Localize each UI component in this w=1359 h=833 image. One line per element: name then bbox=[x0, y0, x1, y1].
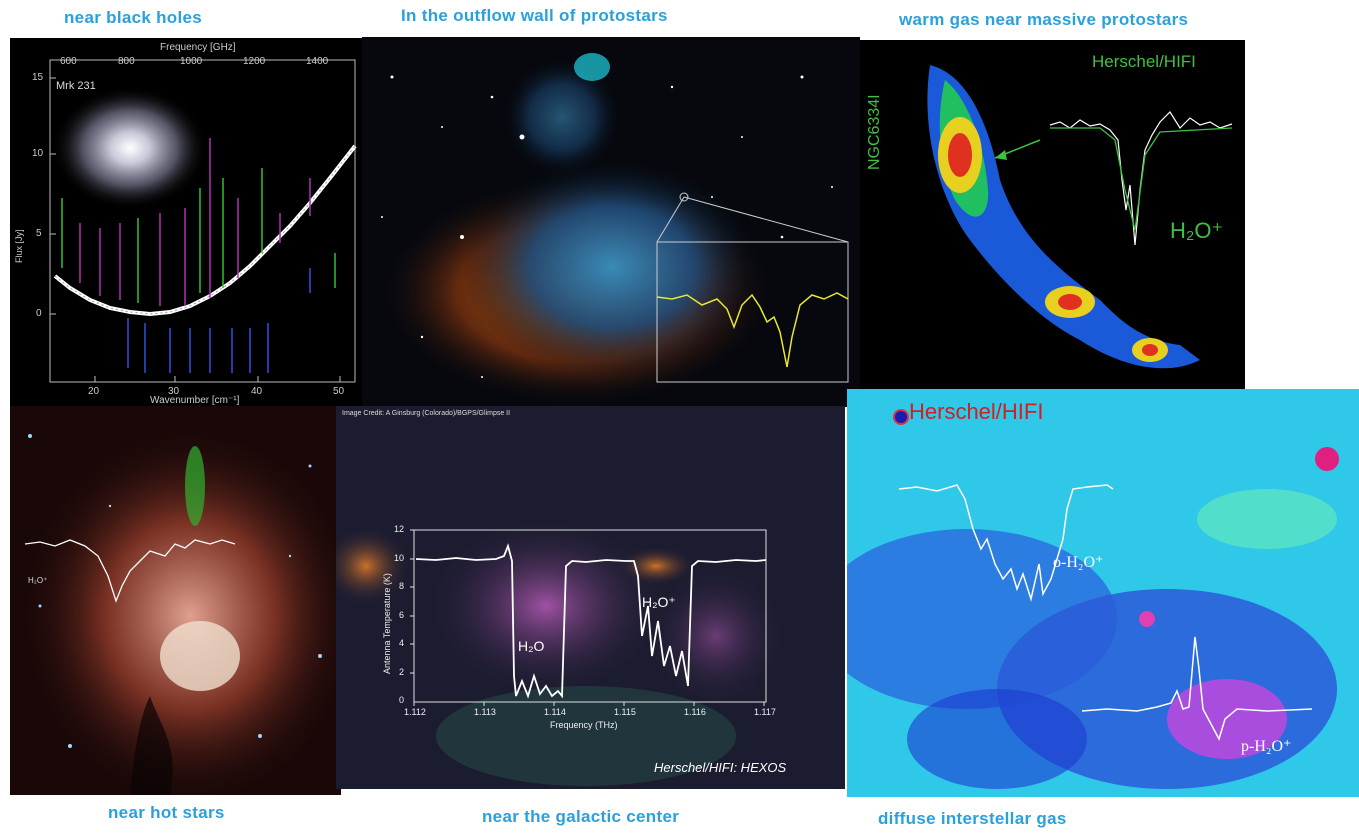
hot-stars-spectrum-line bbox=[24, 539, 236, 603]
para-spectrum-line bbox=[1081, 636, 1313, 741]
bottom-tick-40: 40 bbox=[251, 386, 263, 397]
gc-y-tick-10: 10 bbox=[394, 553, 405, 563]
nebula-image bbox=[377, 53, 849, 407]
gc-y-tick-6: 6 bbox=[399, 610, 405, 620]
ortho-spectrum-line bbox=[898, 484, 1114, 602]
caption-outflow-wall: In the outflow wall of protostars bbox=[401, 6, 668, 25]
diffuse-gas-map bbox=[847, 447, 1339, 789]
ngc6334i-map bbox=[927, 65, 1233, 369]
y-tick-5: 5 bbox=[36, 228, 42, 239]
caption-diffuse-gas: diffuse interstellar gas bbox=[878, 809, 1067, 828]
gc-y-tick-4: 4 bbox=[399, 638, 405, 648]
top-axis-label: Frequency [GHz] bbox=[160, 42, 236, 53]
h2op-label-gc: H₂O⁺ bbox=[642, 594, 676, 610]
caption-galactic-center: near the galactic center bbox=[482, 807, 680, 826]
panel-hot-stars: H₂O⁺ bbox=[10, 406, 341, 795]
galactic-center-image bbox=[336, 516, 786, 786]
hot-stars-image bbox=[20, 426, 341, 795]
caption-warm-gas: warm gas near massive protostars bbox=[899, 10, 1189, 29]
hot-stars-h2op-label: H₂O⁺ bbox=[28, 576, 48, 585]
top-tick-1400: 1400 bbox=[306, 56, 329, 67]
mrk231-label: Mrk 231 bbox=[56, 80, 96, 92]
bottom-tick-20: 20 bbox=[88, 386, 100, 397]
bottom-axis-label: Wavenumber [cm⁻¹] bbox=[150, 395, 240, 406]
h2o-label: H₂O bbox=[518, 638, 545, 654]
hexos-label: Herschel/HIFI: HEXOS bbox=[654, 760, 787, 775]
yellow-spectrum-line bbox=[656, 292, 849, 368]
bottom-tick-30: 30 bbox=[168, 386, 180, 397]
y-tick-0: 0 bbox=[36, 308, 42, 319]
red-dot-icon bbox=[893, 409, 909, 425]
bottom-tick-50: 50 bbox=[333, 386, 345, 397]
panel-black-holes: Mrk 231 Frequency [GHz] 600 800 1000 120… bbox=[10, 38, 363, 406]
y-tick-10: 10 bbox=[32, 148, 44, 159]
para-h2op-label: p-H₂O⁺ bbox=[1241, 738, 1292, 755]
y-axis-label: Flux [Jy] bbox=[14, 229, 24, 263]
gc-y-tick-8: 8 bbox=[399, 581, 405, 591]
herschel-hifi-label: Herschel/HIFI bbox=[1092, 52, 1196, 71]
h2op-spectrum-line bbox=[1049, 111, 1233, 246]
diffuse-herschel-label: Herschel/HIFI bbox=[909, 399, 1044, 424]
gc-y-axis-label: Antenna Temperature (K) bbox=[382, 573, 392, 674]
panel-galactic-center: Image Credit: A Ginsburg (Colorado)/BGPS… bbox=[336, 406, 845, 789]
top-tick-600: 600 bbox=[60, 56, 77, 67]
gc-x-axis-label: Frequency (THz) bbox=[550, 720, 618, 730]
gc-y-tick-0: 0 bbox=[399, 695, 405, 705]
gc-y-tick-12: 12 bbox=[394, 524, 405, 534]
panel-diffuse-gas: Herschel/HIFI o-H₂O⁺ p-H₂O⁺ bbox=[847, 389, 1359, 797]
panel-outflow-wall bbox=[362, 37, 860, 407]
top-tick-1200: 1200 bbox=[243, 56, 266, 67]
image-credit: Image Credit: A Ginsburg (Colorado)/BGPS… bbox=[342, 410, 511, 417]
gc-x-tick-1112: 1.112 bbox=[404, 707, 426, 717]
gc-x-tick-1116: 1.116 bbox=[684, 707, 706, 717]
ngc6334i-label: NGC6334I bbox=[866, 94, 883, 170]
gc-x-tick-1117: 1.117 bbox=[754, 707, 776, 717]
caption-black-holes: near black holes bbox=[64, 8, 203, 27]
panel-warm-gas: Herschel/HIFI NGC6334I H₂O⁺ bbox=[860, 40, 1245, 390]
mrk231-spectrum-plot bbox=[49, 59, 357, 383]
top-tick-800: 800 bbox=[118, 56, 135, 67]
caption-hot-stars: near hot stars bbox=[108, 803, 225, 822]
y-tick-15: 15 bbox=[32, 72, 44, 83]
gc-y-tick-2: 2 bbox=[399, 667, 405, 677]
h2op-label: H₂O⁺ bbox=[1170, 218, 1224, 243]
gc-x-tick-1115: 1.115 bbox=[614, 707, 636, 717]
top-tick-1000: 1000 bbox=[180, 56, 203, 67]
gc-x-tick-1113: 1.113 bbox=[474, 707, 496, 717]
gc-x-tick-1114: 1.114 bbox=[544, 707, 566, 717]
ortho-h2op-label: o-H₂O⁺ bbox=[1053, 554, 1104, 571]
hexos-spectrum-line bbox=[415, 543, 767, 699]
